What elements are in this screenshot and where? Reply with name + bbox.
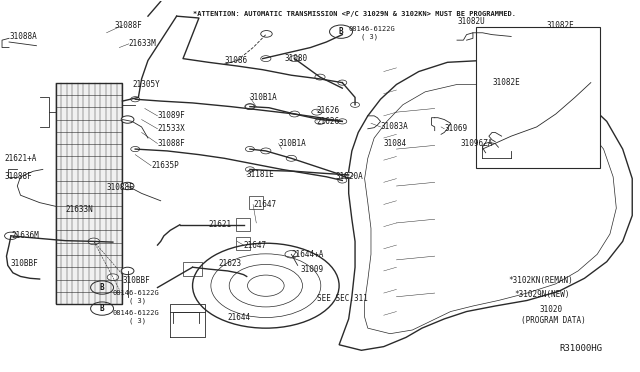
- Text: *31029N(NEW): *31029N(NEW): [515, 291, 570, 299]
- Bar: [56, 83, 122, 304]
- Text: 21647: 21647: [253, 200, 276, 209]
- Circle shape: [131, 147, 140, 152]
- Text: 21633M: 21633M: [129, 39, 157, 48]
- Bar: [236, 218, 250, 231]
- Circle shape: [285, 251, 298, 258]
- Circle shape: [246, 167, 254, 172]
- Circle shape: [338, 178, 347, 183]
- Text: 31088E: 31088E: [106, 183, 134, 192]
- Text: 310BBF: 310BBF: [11, 259, 38, 268]
- Text: 21621: 21621: [209, 220, 232, 229]
- Text: 31088F: 31088F: [157, 139, 185, 148]
- Text: 31086: 31086: [225, 56, 248, 65]
- Text: 31181E: 31181E: [246, 170, 275, 179]
- Circle shape: [260, 31, 272, 37]
- Circle shape: [338, 119, 347, 124]
- Text: 31020A: 31020A: [336, 172, 364, 181]
- Circle shape: [246, 104, 254, 109]
- Text: ( 3): ( 3): [362, 33, 378, 40]
- Text: 310B1A: 310B1A: [250, 93, 278, 102]
- Text: R31000HG: R31000HG: [559, 344, 602, 353]
- Text: 21533X: 21533X: [157, 124, 185, 133]
- Circle shape: [131, 97, 140, 102]
- Text: ( 3): ( 3): [129, 297, 146, 304]
- Text: B: B: [100, 283, 104, 292]
- Text: 31080: 31080: [285, 54, 308, 63]
- Circle shape: [286, 155, 296, 161]
- Text: 31088F: 31088F: [115, 21, 143, 30]
- Circle shape: [312, 109, 322, 115]
- Text: 21635P: 21635P: [151, 161, 179, 170]
- Text: 31089F: 31089F: [157, 111, 185, 121]
- Text: 21633N: 21633N: [65, 205, 93, 215]
- Circle shape: [289, 111, 300, 117]
- Text: 08146-6122G: 08146-6122G: [113, 290, 159, 296]
- Text: 31088F: 31088F: [4, 172, 33, 181]
- Text: 21626: 21626: [317, 106, 340, 115]
- Text: 31082E: 31082E: [546, 21, 574, 30]
- Text: 21623: 21623: [218, 259, 241, 268]
- Circle shape: [246, 147, 254, 152]
- Circle shape: [121, 267, 134, 275]
- Text: 31009: 31009: [301, 264, 324, 273]
- Circle shape: [338, 80, 347, 85]
- Bar: [183, 262, 202, 276]
- Circle shape: [88, 238, 100, 245]
- Text: 31083A: 31083A: [381, 122, 408, 131]
- Circle shape: [351, 102, 360, 108]
- Text: 31020: 31020: [540, 305, 563, 314]
- Text: B: B: [100, 304, 104, 313]
- Bar: [476, 27, 600, 167]
- Text: 21636M: 21636M: [11, 231, 38, 240]
- Text: SEE SEC.311: SEE SEC.311: [317, 294, 368, 303]
- Circle shape: [344, 172, 353, 177]
- Circle shape: [121, 182, 134, 190]
- Circle shape: [260, 148, 271, 154]
- Text: 31082E: 31082E: [492, 78, 520, 87]
- Circle shape: [4, 232, 17, 240]
- Text: *ATTENTION: AUTOMATIC TRANSMISSION <P/C 31029N & 3102KN> MUST BE PROGRAMMED.: *ATTENTION: AUTOMATIC TRANSMISSION <P/C …: [193, 11, 516, 17]
- Text: 21644+A: 21644+A: [291, 250, 324, 259]
- Text: 31082U: 31082U: [457, 17, 484, 26]
- Text: 21621+A: 21621+A: [4, 154, 37, 163]
- Circle shape: [315, 74, 325, 80]
- Text: *3102KN(REMAN): *3102KN(REMAN): [508, 276, 573, 285]
- Circle shape: [289, 56, 300, 62]
- Text: 21626: 21626: [317, 117, 340, 126]
- Circle shape: [245, 104, 255, 110]
- Text: ( 3): ( 3): [129, 318, 146, 324]
- Text: B: B: [339, 27, 343, 36]
- Text: 08146-6122G: 08146-6122G: [349, 26, 396, 32]
- Text: 31088A: 31088A: [9, 32, 36, 41]
- Text: 21647: 21647: [244, 241, 267, 250]
- Text: (PROGRAM DATA): (PROGRAM DATA): [521, 316, 586, 325]
- Text: 21644: 21644: [228, 312, 251, 321]
- Circle shape: [107, 274, 118, 280]
- Text: 31084: 31084: [384, 139, 407, 148]
- Circle shape: [121, 116, 134, 123]
- Text: 31069: 31069: [444, 124, 467, 133]
- Circle shape: [260, 56, 271, 62]
- Bar: [236, 237, 250, 250]
- Text: 310B1A: 310B1A: [278, 139, 307, 148]
- Text: 31096ZA: 31096ZA: [460, 139, 493, 148]
- Text: 310BBF: 310BBF: [122, 276, 150, 285]
- Bar: [248, 196, 262, 209]
- Text: 08146-6122G: 08146-6122G: [113, 310, 159, 316]
- Circle shape: [315, 118, 325, 124]
- Text: 21305Y: 21305Y: [132, 80, 160, 89]
